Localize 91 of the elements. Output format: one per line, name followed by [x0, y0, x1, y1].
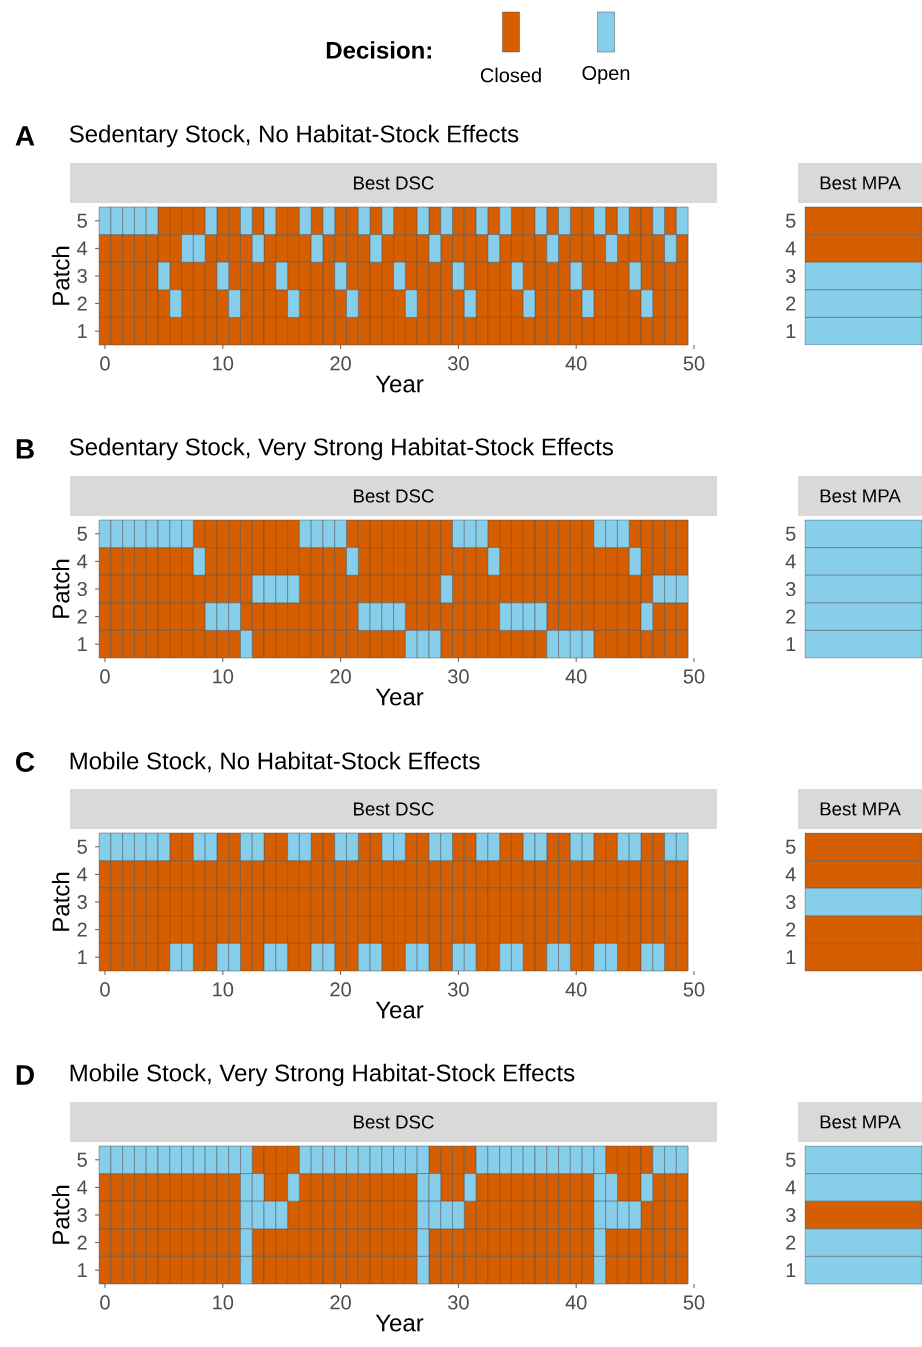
y-tick-label: 4 — [785, 867, 796, 882]
y-tick-label: 4 — [77, 867, 88, 882]
chart-subtitle: Best MPA — [820, 1115, 901, 1129]
y-tick-label: 5 — [785, 213, 796, 228]
legend-title: Decision: — [326, 41, 431, 59]
x-axis-title: Year — [375, 688, 424, 706]
text: D — [16, 1065, 34, 1085]
chart-title: Mobile Stock, Very Strong Habitat-Stock Effects — [70, 1063, 575, 1087]
y-tick-label: 5 — [785, 1152, 796, 1167]
y-tick-label: 5 — [77, 839, 87, 854]
y-tick-label: 2 — [77, 1235, 87, 1250]
y-tick-label: 5 — [77, 526, 87, 541]
y-tick-label: 1 — [78, 1263, 87, 1278]
y-tick-label: 2 — [786, 296, 796, 311]
y-tick-label: 4 — [77, 1180, 88, 1195]
y-tick-label: 5 — [77, 1152, 87, 1167]
text: C — [16, 752, 35, 772]
y-tick-label: 3 — [785, 1207, 796, 1223]
y-axis-title: Patch — [51, 559, 70, 618]
y-tick-label: 3 — [77, 581, 87, 597]
chart-title: Mobile Stock, No Habitat-Stock Effects — [70, 751, 480, 773]
x-tick-label: 10 — [213, 356, 234, 371]
y-tick-label: 1 — [78, 324, 87, 339]
y-tick-label: 2 — [786, 1235, 796, 1250]
chart-subtitle: Best DSC — [354, 1115, 434, 1129]
y-tick-label: 4 — [785, 1180, 796, 1195]
x-tick-label: 40 — [565, 982, 587, 997]
y-tick-label: 2 — [786, 609, 796, 624]
y-tick-label: 1 — [786, 637, 796, 652]
y-tick-label: 5 — [785, 526, 796, 541]
y-tick-label: 3 — [77, 894, 87, 910]
x-tick-label: 10 — [213, 1295, 234, 1310]
y-tick-label: 4 — [77, 241, 88, 256]
y-tick-label: 3 — [785, 581, 796, 597]
y-tick-label: 1 — [786, 950, 796, 965]
y-tick-label: 1 — [78, 637, 87, 652]
y-tick-label: 1 — [786, 324, 796, 339]
chart-subtitle: Best DSC — [354, 802, 434, 816]
x-tick-label: 40 — [565, 1295, 587, 1310]
x-tick-label: 30 — [448, 982, 469, 997]
x-axis-title: Year — [375, 1314, 424, 1332]
x-axis-title: Year — [375, 1001, 424, 1019]
chart-subtitle: Best MPA — [820, 489, 901, 503]
y-tick-label: 3 — [77, 268, 87, 284]
x-tick-label: 50 — [683, 356, 705, 371]
x-tick-label: 30 — [448, 356, 469, 371]
x-tick-label: 10 — [213, 982, 234, 997]
y-tick-label: 3 — [785, 894, 796, 910]
x-tick-label: 20 — [330, 1295, 351, 1310]
text: B — [16, 439, 34, 459]
y-tick-label: 2 — [77, 296, 87, 311]
x-tick-label: 10 — [213, 669, 234, 684]
x-tick-label: 0 — [100, 982, 110, 997]
y-tick-label: 2 — [77, 609, 87, 624]
x-tick-label: 0 — [100, 669, 110, 684]
x-tick-label: 30 — [448, 669, 469, 684]
legend-label: Open — [582, 65, 630, 85]
x-axis-title: Year — [375, 375, 424, 393]
y-tick-label: 3 — [77, 1207, 87, 1223]
y-tick-label: 1 — [78, 950, 87, 965]
x-tick-label: 50 — [683, 982, 705, 997]
chart-subtitle: Best DSC — [354, 489, 434, 503]
y-axis-title: Patch — [51, 872, 70, 931]
chart-subtitle: Best DSC — [354, 176, 434, 190]
y-tick-label: 4 — [77, 554, 88, 569]
chart-title: Sedentary Stock, Very Strong Habitat-Stock Effects — [69, 437, 613, 461]
x-tick-label: 40 — [565, 356, 587, 371]
chart-title: Sedentary Stock, No Habitat-Stock Effects — [69, 124, 519, 148]
x-tick-label: 20 — [330, 356, 351, 371]
y-tick-label: 4 — [785, 554, 796, 569]
y-axis-title: Patch — [51, 1185, 70, 1244]
text: A — [15, 126, 35, 146]
y-tick-label: 5 — [77, 213, 87, 228]
x-tick-label: 20 — [330, 669, 351, 684]
chart-subtitle: Best MPA — [820, 176, 901, 190]
y-tick-label: 2 — [786, 922, 796, 937]
y-tick-label: 4 — [785, 241, 796, 256]
x-tick-label: 20 — [330, 982, 351, 997]
x-tick-label: 50 — [683, 1295, 705, 1310]
y-axis-title: Patch — [51, 246, 70, 305]
y-tick-label: 1 — [786, 1263, 796, 1278]
y-tick-label: 3 — [785, 268, 796, 284]
chart-subtitle: Best MPA — [820, 802, 901, 816]
x-tick-label: 0 — [100, 1295, 110, 1310]
x-tick-label: 0 — [100, 356, 110, 371]
x-tick-label: 50 — [683, 669, 705, 684]
legend-label: Closed — [480, 67, 541, 83]
y-tick-label: 2 — [77, 922, 87, 937]
x-tick-label: 30 — [448, 1295, 469, 1310]
x-tick-label: 40 — [565, 669, 587, 684]
y-tick-label: 5 — [785, 839, 796, 854]
